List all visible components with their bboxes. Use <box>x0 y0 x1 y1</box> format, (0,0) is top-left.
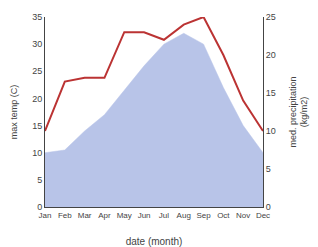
svg-text:Feb: Feb <box>58 211 72 220</box>
svg-text:Mar: Mar <box>78 211 92 220</box>
svg-text:May: May <box>117 211 132 220</box>
svg-text:25: 25 <box>32 66 42 76</box>
svg-text:5: 5 <box>37 175 42 185</box>
svg-text:35: 35 <box>32 12 42 22</box>
svg-text:0: 0 <box>266 202 271 212</box>
svg-text:date (month): date (month) <box>126 236 183 247</box>
svg-text:Aug: Aug <box>177 211 191 220</box>
svg-text:10: 10 <box>32 148 42 158</box>
svg-text:15: 15 <box>266 88 276 98</box>
svg-text:Oct: Oct <box>217 211 230 220</box>
svg-text:20: 20 <box>266 50 276 60</box>
svg-text:15: 15 <box>32 121 42 131</box>
svg-text:Apr: Apr <box>98 211 111 220</box>
svg-text:Sep: Sep <box>196 211 211 220</box>
svg-text:Dec: Dec <box>256 211 270 220</box>
svg-text:max temp (C): max temp (C) <box>9 85 19 140</box>
svg-text:Jun: Jun <box>138 211 151 220</box>
svg-text:20: 20 <box>32 94 42 104</box>
svg-text:30: 30 <box>32 39 42 49</box>
svg-text:Jan: Jan <box>39 211 52 220</box>
svg-text:Jul: Jul <box>159 211 169 220</box>
svg-text:med. precipitation(kg/m2): med. precipitation(kg/m2) <box>288 76 310 147</box>
svg-text:10: 10 <box>266 126 276 136</box>
svg-text:0: 0 <box>37 202 42 212</box>
svg-text:Nov: Nov <box>236 211 250 220</box>
svg-text:25: 25 <box>266 12 276 22</box>
svg-text:5: 5 <box>266 164 271 174</box>
